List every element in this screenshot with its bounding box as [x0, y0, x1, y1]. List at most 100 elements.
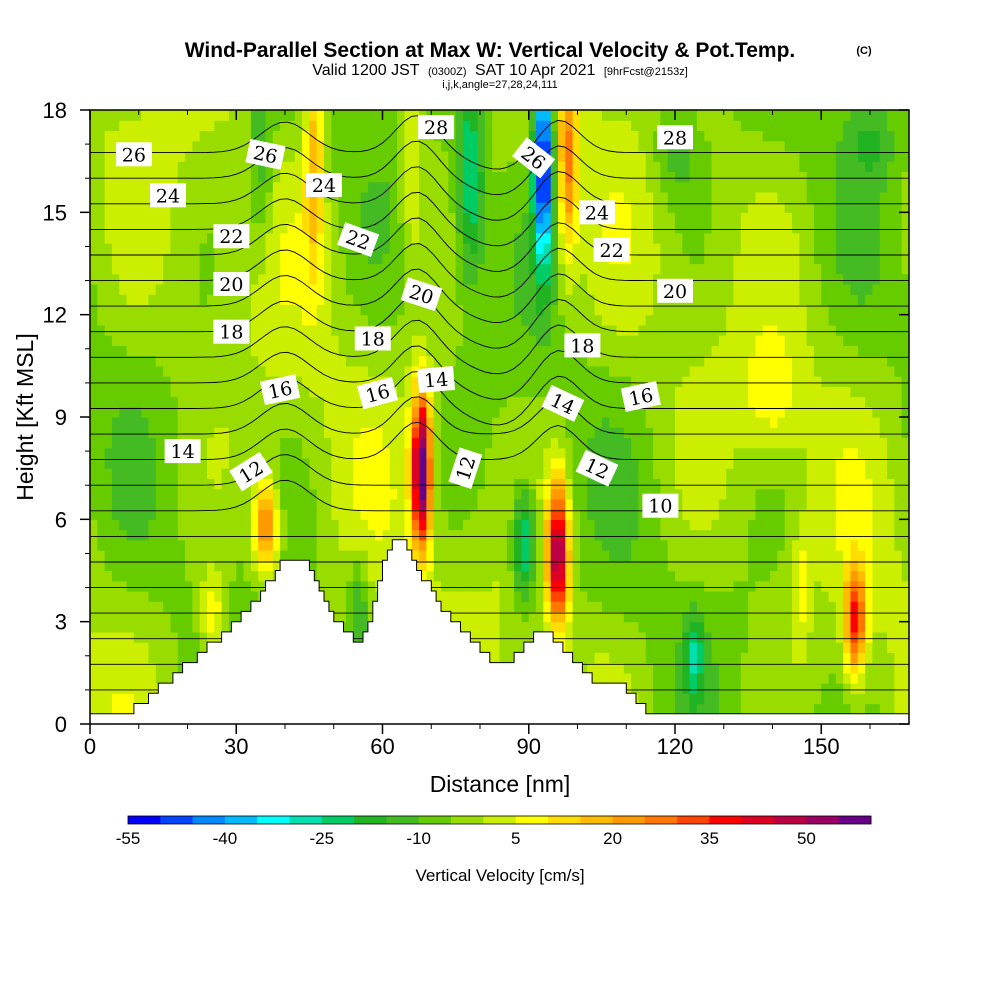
field-cell — [404, 212, 413, 224]
field-cell — [133, 273, 142, 285]
field-cell — [141, 171, 150, 183]
field-cell — [616, 621, 625, 633]
field-cell — [448, 263, 457, 275]
field-cell — [536, 345, 544, 357]
field-cell — [309, 529, 318, 541]
field-cell — [404, 171, 413, 183]
field-cell — [177, 662, 186, 674]
field-cell — [141, 417, 150, 428]
field-cell — [133, 202, 142, 213]
field-cell — [696, 683, 705, 694]
field-cell — [594, 376, 603, 387]
field-cell — [506, 273, 515, 285]
field-cell — [506, 202, 515, 213]
field-cell — [660, 345, 669, 357]
field-cell — [587, 427, 596, 439]
field-cell — [155, 294, 164, 306]
field-cell — [141, 509, 150, 520]
field-cell — [170, 611, 179, 623]
field-cell — [90, 683, 98, 694]
field-cell — [499, 570, 508, 582]
field-cell — [119, 550, 128, 561]
field-cell — [389, 212, 398, 224]
field-cell — [272, 283, 281, 295]
field-cell — [126, 601, 135, 613]
field-cell — [536, 202, 544, 213]
field-cell — [177, 232, 186, 244]
field-cell — [441, 406, 449, 418]
field-cell — [506, 304, 515, 316]
field-cell — [528, 509, 537, 520]
field-cell — [397, 110, 406, 121]
field-cell — [689, 345, 698, 357]
field-cell — [543, 181, 552, 193]
field-cell — [367, 171, 376, 183]
field-cell — [528, 539, 537, 551]
field-cell — [294, 202, 303, 213]
field-cell — [638, 324, 647, 336]
field-cell — [133, 171, 142, 183]
field-cell — [345, 283, 354, 295]
field-cell — [638, 314, 647, 326]
field-cell — [177, 417, 186, 428]
field-cell — [250, 130, 259, 142]
field-cell — [177, 631, 186, 643]
field-cell — [404, 447, 413, 459]
field-cell — [97, 498, 106, 510]
field-cell — [631, 642, 640, 653]
field-cell — [287, 140, 296, 152]
field-cell — [419, 550, 427, 561]
field-cell — [192, 488, 201, 500]
field-cell — [104, 396, 113, 408]
field-cell — [492, 580, 501, 592]
field-cell — [514, 386, 523, 398]
field-cell — [587, 150, 596, 162]
field-cell — [631, 519, 640, 531]
field-cell — [302, 365, 310, 377]
field-cell — [97, 365, 106, 377]
field-cell — [558, 263, 566, 275]
field-cell — [448, 222, 457, 234]
field-cell — [609, 365, 618, 377]
field-cell — [543, 304, 552, 316]
field-cell — [250, 202, 259, 213]
field-cell — [419, 150, 427, 162]
field-cell — [645, 560, 654, 572]
field-cell — [601, 283, 610, 295]
field-cell — [528, 345, 537, 357]
field-cell — [411, 376, 420, 387]
field-cell — [345, 150, 354, 162]
field-cell — [594, 580, 603, 592]
field-cell — [287, 263, 296, 275]
field-cell — [506, 396, 515, 408]
field-cell — [192, 642, 201, 653]
field-cell — [565, 631, 574, 643]
field-cell — [90, 437, 98, 449]
field-cell — [404, 386, 413, 398]
field-cell — [338, 355, 347, 367]
field-cell — [638, 437, 647, 449]
field-cell — [609, 447, 618, 459]
field-cell — [470, 560, 479, 572]
field-cell — [477, 304, 486, 316]
field-cell — [214, 631, 223, 643]
field-cell — [462, 161, 471, 172]
field-cell — [492, 447, 501, 459]
field-cell — [426, 324, 435, 336]
field-cell — [207, 560, 215, 572]
field-cell — [565, 437, 574, 449]
field-cell — [126, 365, 135, 377]
field-cell — [302, 120, 310, 132]
field-cell — [148, 590, 157, 602]
field-cell — [353, 396, 362, 408]
field-cell — [689, 498, 698, 510]
field-cell — [236, 150, 245, 162]
field-cell — [324, 590, 332, 602]
field-cell — [214, 294, 223, 306]
field-cell — [484, 253, 493, 265]
field-cell — [594, 611, 603, 623]
field-cell — [104, 283, 113, 295]
field-cell — [228, 191, 237, 203]
field-cell — [345, 335, 354, 346]
field-cell — [382, 304, 391, 316]
